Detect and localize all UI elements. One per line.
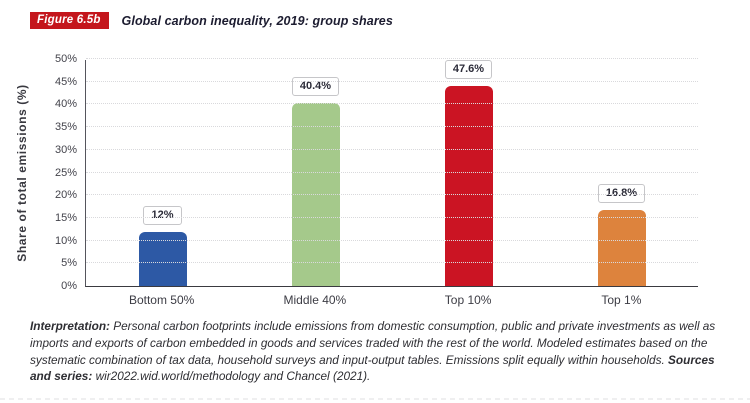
bar (597, 209, 646, 286)
x-axis-label-0: Bottom 50% (128, 293, 195, 307)
interpretation-text: Personal carbon footprints include emiss… (30, 319, 716, 367)
y-tick-label-20: 20% (54, 189, 77, 202)
y-tick-label-0: 0% (61, 280, 77, 292)
bar (444, 86, 493, 286)
x-axis-label-3: Top 1% (601, 293, 642, 307)
gridline-15 (86, 216, 698, 218)
y-tick-label-25: 25% (54, 166, 77, 179)
figure-number-badge: Figure 6.5b (30, 12, 109, 29)
bar-chart-plot-area: 12% 40.4% 47.6% 16.8% 0% 5% 10% 15% 20% 25% 30% 35… (55, 53, 698, 292)
gridline-50 (86, 58, 698, 59)
bar-group-2: 47.6% (392, 60, 545, 286)
y-tick-label-45: 45% (54, 75, 77, 88)
gridline-20 (86, 194, 698, 196)
gridline-25 (86, 171, 698, 173)
x-axis-labels: Bottom 50% Middle 40% Top 10% Top 1% (85, 293, 698, 307)
gridline-40 (86, 103, 698, 105)
y-tick-label-10: 10% (54, 234, 77, 247)
bar-group-3: 16.8% (545, 60, 698, 286)
y-tick-label-35: 35% (54, 121, 77, 134)
y-tick-label-50: 50% (54, 53, 77, 65)
y-tick-label-15: 15% (54, 211, 77, 224)
figure-title: Global carbon inequality, 2019: group sh… (121, 13, 393, 28)
gridline-30 (86, 148, 698, 150)
bar-group-0: 12% (86, 60, 239, 286)
x-axis-label-1: Middle 40% (283, 293, 347, 307)
gridline-10 (86, 239, 698, 241)
bars-container: 12% 40.4% 47.6% 16.8% (86, 60, 698, 286)
bar-value-label: 40.4% (291, 76, 340, 96)
bar-value-label: 16.8% (597, 183, 646, 203)
bar-value-label: 12% (143, 205, 182, 225)
bar-value-label: 47.6% (444, 60, 493, 79)
gridline-45 (86, 80, 698, 82)
y-tick-label-40: 40% (54, 98, 77, 111)
y-tick-label-30: 30% (54, 143, 77, 156)
x-axis-label-2: Top 10% (444, 293, 492, 307)
sources-text: wir2022.wid.world/methodology and Chance… (92, 369, 371, 384)
figure-header: Figure 6.5b Global carbon inequality, 20… (30, 12, 393, 29)
sources-label: Sources and series: (30, 352, 715, 384)
bar (138, 231, 187, 286)
y-axis-title: Share of total emissions (%) (15, 84, 29, 262)
gridline-5 (86, 262, 698, 264)
y-tick-label-5: 5% (61, 257, 77, 270)
bar-group-1: 40.4% (239, 60, 392, 286)
figure-note: Interpretation: Personal carbon footprin… (30, 318, 724, 385)
bottom-divider (0, 398, 750, 400)
interpretation-label: Interpretation: (30, 319, 110, 333)
gridline-35 (86, 126, 698, 128)
